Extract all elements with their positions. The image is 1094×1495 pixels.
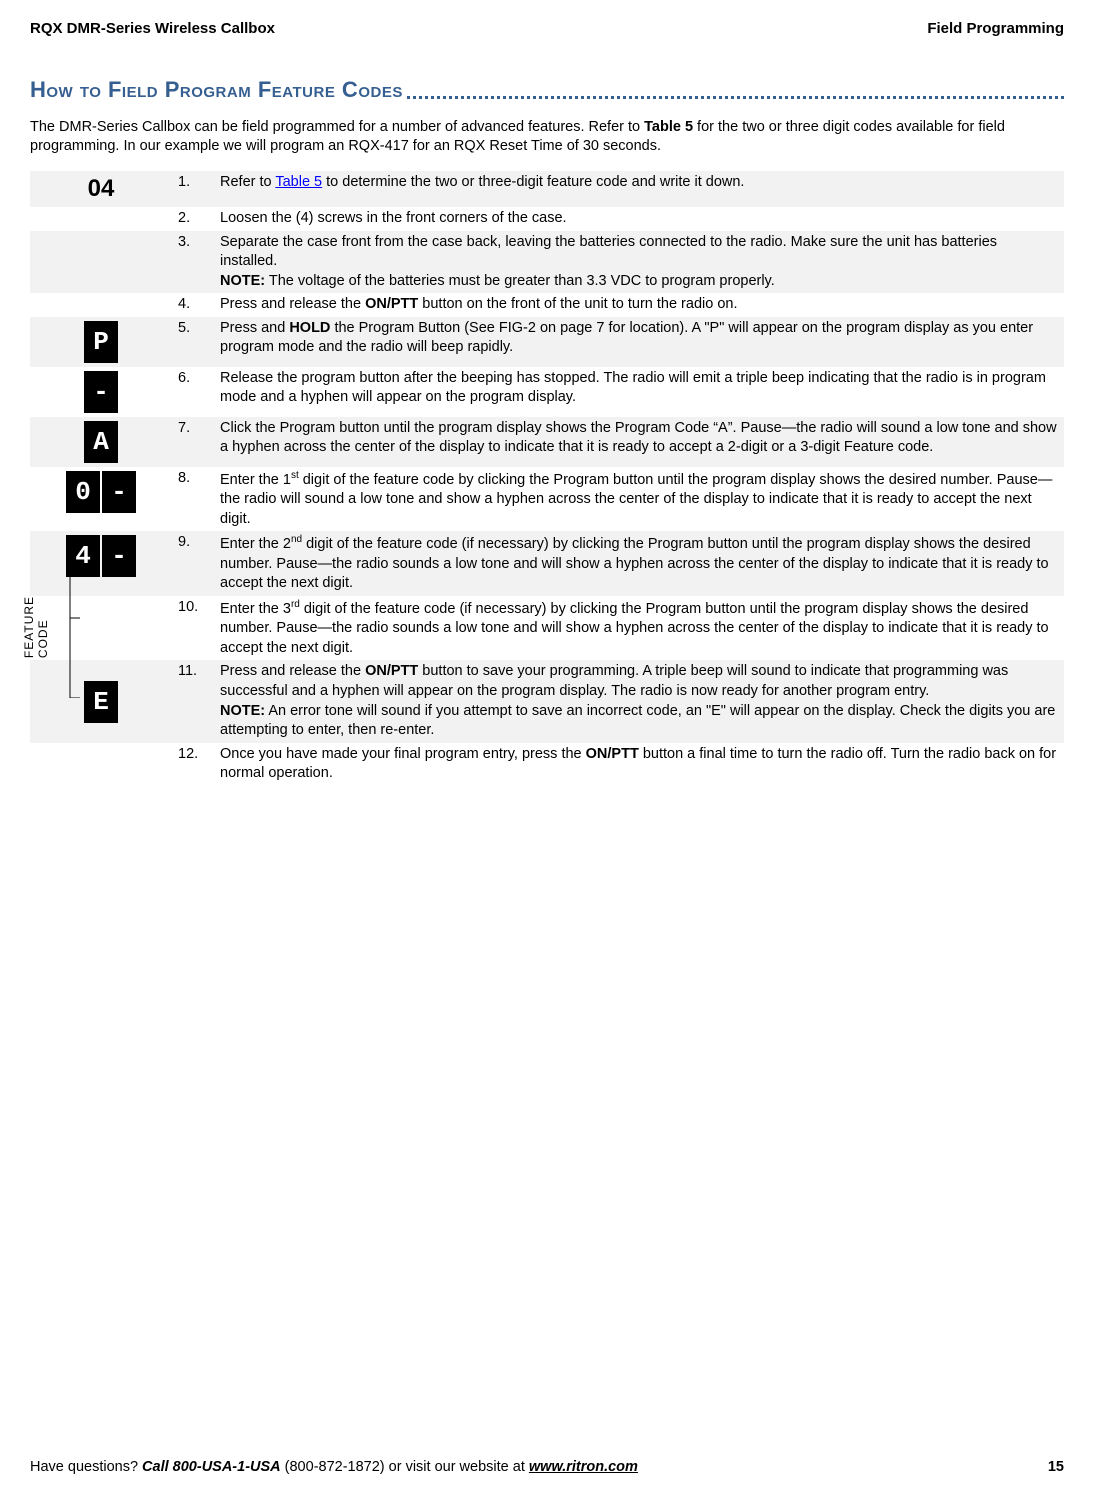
step-text: Press and HOLD the Program Button (See F…	[214, 317, 1064, 367]
seg-display-icon: -	[102, 471, 136, 513]
step-row: 2. Loosen the (4) screws in the front co…	[30, 207, 1064, 231]
step-text: Enter the 2nd digit of the feature code …	[214, 531, 1064, 596]
step-num: 2.	[172, 207, 214, 231]
step-num: 1.	[172, 171, 214, 207]
step-row: 3. Separate the case front from the case…	[30, 231, 1064, 294]
table5-link[interactable]: Table 5	[275, 174, 322, 190]
step-row: E 11. Press and release the ON/PTT butto…	[30, 660, 1064, 742]
step-text: Release the program button after the bee…	[214, 367, 1064, 417]
step-text: Press and release the ON/PTT button to s…	[214, 660, 1064, 742]
note-label: NOTE:	[220, 703, 265, 719]
step-text: Enter the 3rd digit of the feature code …	[214, 596, 1064, 661]
note-label: NOTE:	[220, 273, 265, 289]
step-num: 4.	[172, 293, 214, 317]
step-num: 9.	[172, 531, 214, 596]
section-title: How to Field Program Feature Codes	[30, 77, 403, 103]
intro-paragraph: The DMR-Series Callbox can be field prog…	[30, 118, 1064, 156]
step-num: 10.	[172, 596, 214, 661]
big-code-cell: 04	[30, 171, 172, 207]
step-row: 04 1. Refer to Table 5 to determine the …	[30, 171, 1064, 207]
step-row: 4. Press and release the ON/PTT button o…	[30, 293, 1064, 317]
step-row: 10. Enter the 3rd digit of the feature c…	[30, 596, 1064, 661]
side-label: FEATURE CODE	[22, 596, 50, 658]
step-num: 6.	[172, 367, 214, 417]
page-number: 15	[1048, 1459, 1064, 1475]
step-text: Refer to Table 5 to determine the two or…	[214, 171, 1064, 207]
step-num: 11.	[172, 660, 214, 742]
page-footer: Have questions? Call 800-USA-1-USA (800-…	[30, 1459, 1064, 1475]
seg-display-icon: P	[84, 321, 118, 363]
seg-display-icon: E	[84, 681, 118, 723]
step-row: 12. Once you have made your final progra…	[30, 743, 1064, 786]
website-link[interactable]: www.ritron.com	[529, 1459, 638, 1475]
step-num: 8.	[172, 467, 214, 532]
intro-bold: Table 5	[644, 119, 693, 135]
bracket-icon	[65, 538, 85, 698]
step-text: Loosen the (4) screws in the front corne…	[214, 207, 1064, 231]
footer-left: Have questions? Call 800-USA-1-USA (800-…	[30, 1459, 638, 1475]
step-num: 12.	[172, 743, 214, 786]
step-row: 0- 8. Enter the 1st digit of the feature…	[30, 467, 1064, 532]
seg-display-icon: A	[84, 421, 118, 463]
steps-table: 04 1. Refer to Table 5 to determine the …	[30, 171, 1064, 786]
step-row: 4- 9. Enter the 2nd digit of the feature…	[30, 531, 1064, 596]
seg-display-icon: -	[84, 371, 118, 413]
step-text: Enter the 1st digit of the feature code …	[214, 467, 1064, 532]
dots-leader	[407, 82, 1064, 99]
header-right: Field Programming	[927, 20, 1064, 37]
intro-text-1: The DMR-Series Callbox can be field prog…	[30, 119, 644, 135]
section-title-row: How to Field Program Feature Codes	[30, 77, 1064, 103]
step-text: Press and release the ON/PTT button on t…	[214, 293, 1064, 317]
page-header: RQX DMR-Series Wireless Callbox Field Pr…	[30, 20, 1064, 37]
step-row: - 6. Release the program button after th…	[30, 367, 1064, 417]
step-num: 5.	[172, 317, 214, 367]
step-num: 7.	[172, 417, 214, 467]
seg-display-icon: -	[102, 535, 136, 577]
step-text: Once you have made your final program en…	[214, 743, 1064, 786]
step-row: P 5. Press and HOLD the Program Button (…	[30, 317, 1064, 367]
step-text: Click the Program button until the progr…	[214, 417, 1064, 467]
step-num: 3.	[172, 231, 214, 294]
header-left: RQX DMR-Series Wireless Callbox	[30, 20, 275, 37]
step-row: A 7. Click the Program button until the …	[30, 417, 1064, 467]
step-text: Separate the case front from the case ba…	[214, 231, 1064, 294]
seg-display-icon: 0	[66, 471, 100, 513]
